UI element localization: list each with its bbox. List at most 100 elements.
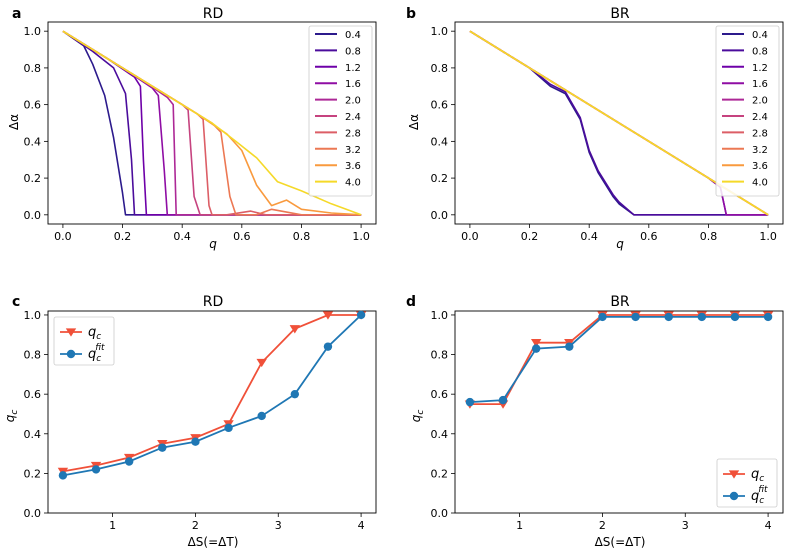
legend-swatch-marker <box>66 349 76 359</box>
panel-c-xtick-label: 1 <box>109 519 116 532</box>
panel-b-ytick-label: 0.0 <box>431 209 449 222</box>
legend-box <box>53 316 115 366</box>
legend-label-qc-fit: qcfit <box>88 343 105 364</box>
legend-label-3.2: 3.2 <box>752 145 768 156</box>
data-point-qc-fit <box>257 411 266 421</box>
panel-a-xlabel: q <box>209 237 217 251</box>
panel-b-ytick-label: 0.2 <box>431 172 449 185</box>
panel-d-xtick-label: 3 <box>682 519 689 532</box>
panel-b-ytick-label: 0.6 <box>431 99 449 112</box>
panel-b-xtick-label: 0.4 <box>580 230 598 243</box>
legend-label-1.2: 1.2 <box>752 63 768 74</box>
panel-c-ytick-label: 0.0 <box>24 507 42 520</box>
panel-d-xtick-label: 4 <box>765 519 772 532</box>
panel-b-xtick-label: 0.6 <box>640 230 658 243</box>
panel-b-ytick-label: 1.0 <box>431 25 449 38</box>
panel-c-xlabel: ΔS(=ΔT) <box>188 535 239 549</box>
panel-b-xlabel: q <box>616 237 624 251</box>
data-point-qc-fit <box>631 312 640 322</box>
panel-d-ytick-label: 0.8 <box>431 349 449 362</box>
panel-d-ytick-label: 0.4 <box>431 428 449 441</box>
data-point-qc-fit <box>498 395 508 405</box>
data-point-qc <box>256 358 267 368</box>
data-point-qc <box>530 339 542 348</box>
legend-label-1.6: 1.6 <box>345 79 361 90</box>
legend-label-1.6: 1.6 <box>752 79 768 90</box>
panel-d-ytick-label: 0.2 <box>431 467 449 480</box>
legend-box <box>716 458 778 508</box>
panel-d-xtick-label: 1 <box>516 519 523 532</box>
series-line-qc-fit <box>469 315 769 403</box>
series-line-0.8 <box>469 30 769 216</box>
panel-d-series-qc <box>464 311 774 409</box>
series-line-qc <box>62 314 362 473</box>
panel-a-title: RD <box>203 6 224 22</box>
panel-b-legend: 0.4 0.8 1.2 1.6 2.0 2.4 2.8 3.2 3.6 4.0 <box>715 25 780 197</box>
panel-a-plot: 0.0 0.2 0.4 0.6 0.8 1.00.00.20.40.60.81.0 0.40… <box>24 21 377 243</box>
panel-a-xtick-label: 0.8 <box>293 230 311 243</box>
legend-swatch-marker <box>728 470 740 479</box>
data-point-qc-fit <box>697 312 707 322</box>
panel-c-title: RD <box>203 294 224 310</box>
data-point-qc <box>289 325 301 334</box>
panel-a-xtick-label: 0.4 <box>173 230 191 243</box>
panel-c-ytick-label: 0.2 <box>24 467 42 480</box>
data-point-qc-fit <box>58 471 68 480</box>
panel-c-xtick-label: 4 <box>358 519 365 532</box>
panel-a-ytick-label: 0.6 <box>24 99 42 112</box>
series-line-qc <box>469 314 769 406</box>
panel-c-ytick-label: 1.0 <box>24 309 42 322</box>
legend-label-0.8: 0.8 <box>345 46 361 57</box>
panel-c-ytick-label: 0.8 <box>24 349 42 362</box>
panel-c-axes-frame <box>47 310 377 514</box>
panel-c: c RD ΔS(=ΔT) qc 1 2 3 4 0.0 0.2 0.4 0.6 0.8 1.0 qc… <box>3 294 377 549</box>
panel-d-ylabel: qc <box>409 410 426 423</box>
legend-label-4.0: 4.0 <box>345 178 361 189</box>
legend-label-2.8: 2.8 <box>752 128 768 139</box>
data-point-qc-fit <box>356 310 366 320</box>
panel-d-ytick-label: 0.6 <box>431 388 449 401</box>
panel-c-xtick-label: 3 <box>275 519 282 532</box>
legend-label-qc-fit: qcfit <box>751 485 768 506</box>
legend-label-2.8: 2.8 <box>345 128 361 139</box>
data-point-qc-fit <box>91 465 101 474</box>
panel-b-letter: b <box>406 6 416 22</box>
data-point-qc-fit <box>224 423 233 433</box>
panel-c-letter: c <box>12 294 20 310</box>
series-line-4.0 <box>469 30 769 216</box>
panel-b-xtick-label: 0.2 <box>521 230 539 243</box>
panel-d-xlabel: ΔS(=ΔT) <box>595 535 646 549</box>
legend-label-0.4: 0.4 <box>345 30 361 41</box>
panel-a-letter: a <box>12 6 21 22</box>
data-point-qc-fit <box>290 389 300 399</box>
panel-d-ytick-label: 1.0 <box>431 309 449 322</box>
panel-b-axes-frame <box>454 21 784 225</box>
legend-label-2.4: 2.4 <box>345 112 361 123</box>
legend-box <box>715 25 780 197</box>
data-point-qc-fit <box>763 312 773 322</box>
panel-b-xtick-label: 0.8 <box>700 230 718 243</box>
data-point-qc-fit <box>323 342 333 351</box>
data-point-qc-fit <box>531 344 541 353</box>
panel-c-xtick-label: 2 <box>192 519 199 532</box>
panel-b-xtick-label: 0.0 <box>461 230 479 243</box>
panel-a-xtick-label: 0.0 <box>54 230 72 243</box>
panel-b-plot: 0.0 0.2 0.4 0.6 0.8 1.00.00.20.40.60.81.0 0.40… <box>431 21 784 243</box>
data-point-qc-fit <box>191 437 200 446</box>
legend-label-2.0: 2.0 <box>345 96 361 107</box>
panel-b-title: BR <box>610 6 630 22</box>
data-point-qc <box>322 311 334 320</box>
data-point-qc-fit <box>124 457 134 466</box>
panel-b-xtick-label: 1.0 <box>759 230 777 243</box>
data-point-qc-fit <box>730 312 740 322</box>
series-line-4.0 <box>62 30 362 216</box>
panel-b-series-group <box>469 30 769 216</box>
panel-b: b BR q Δα 0.0 0.2 0.4 0.6 0.8 1.0 0.0 0.2 0.4 0.6… <box>406 6 784 251</box>
legend-label-3.6: 3.6 <box>752 161 768 172</box>
data-point-qc-fit <box>465 397 475 407</box>
panel-a-xtick-label: 1.0 <box>352 230 370 243</box>
